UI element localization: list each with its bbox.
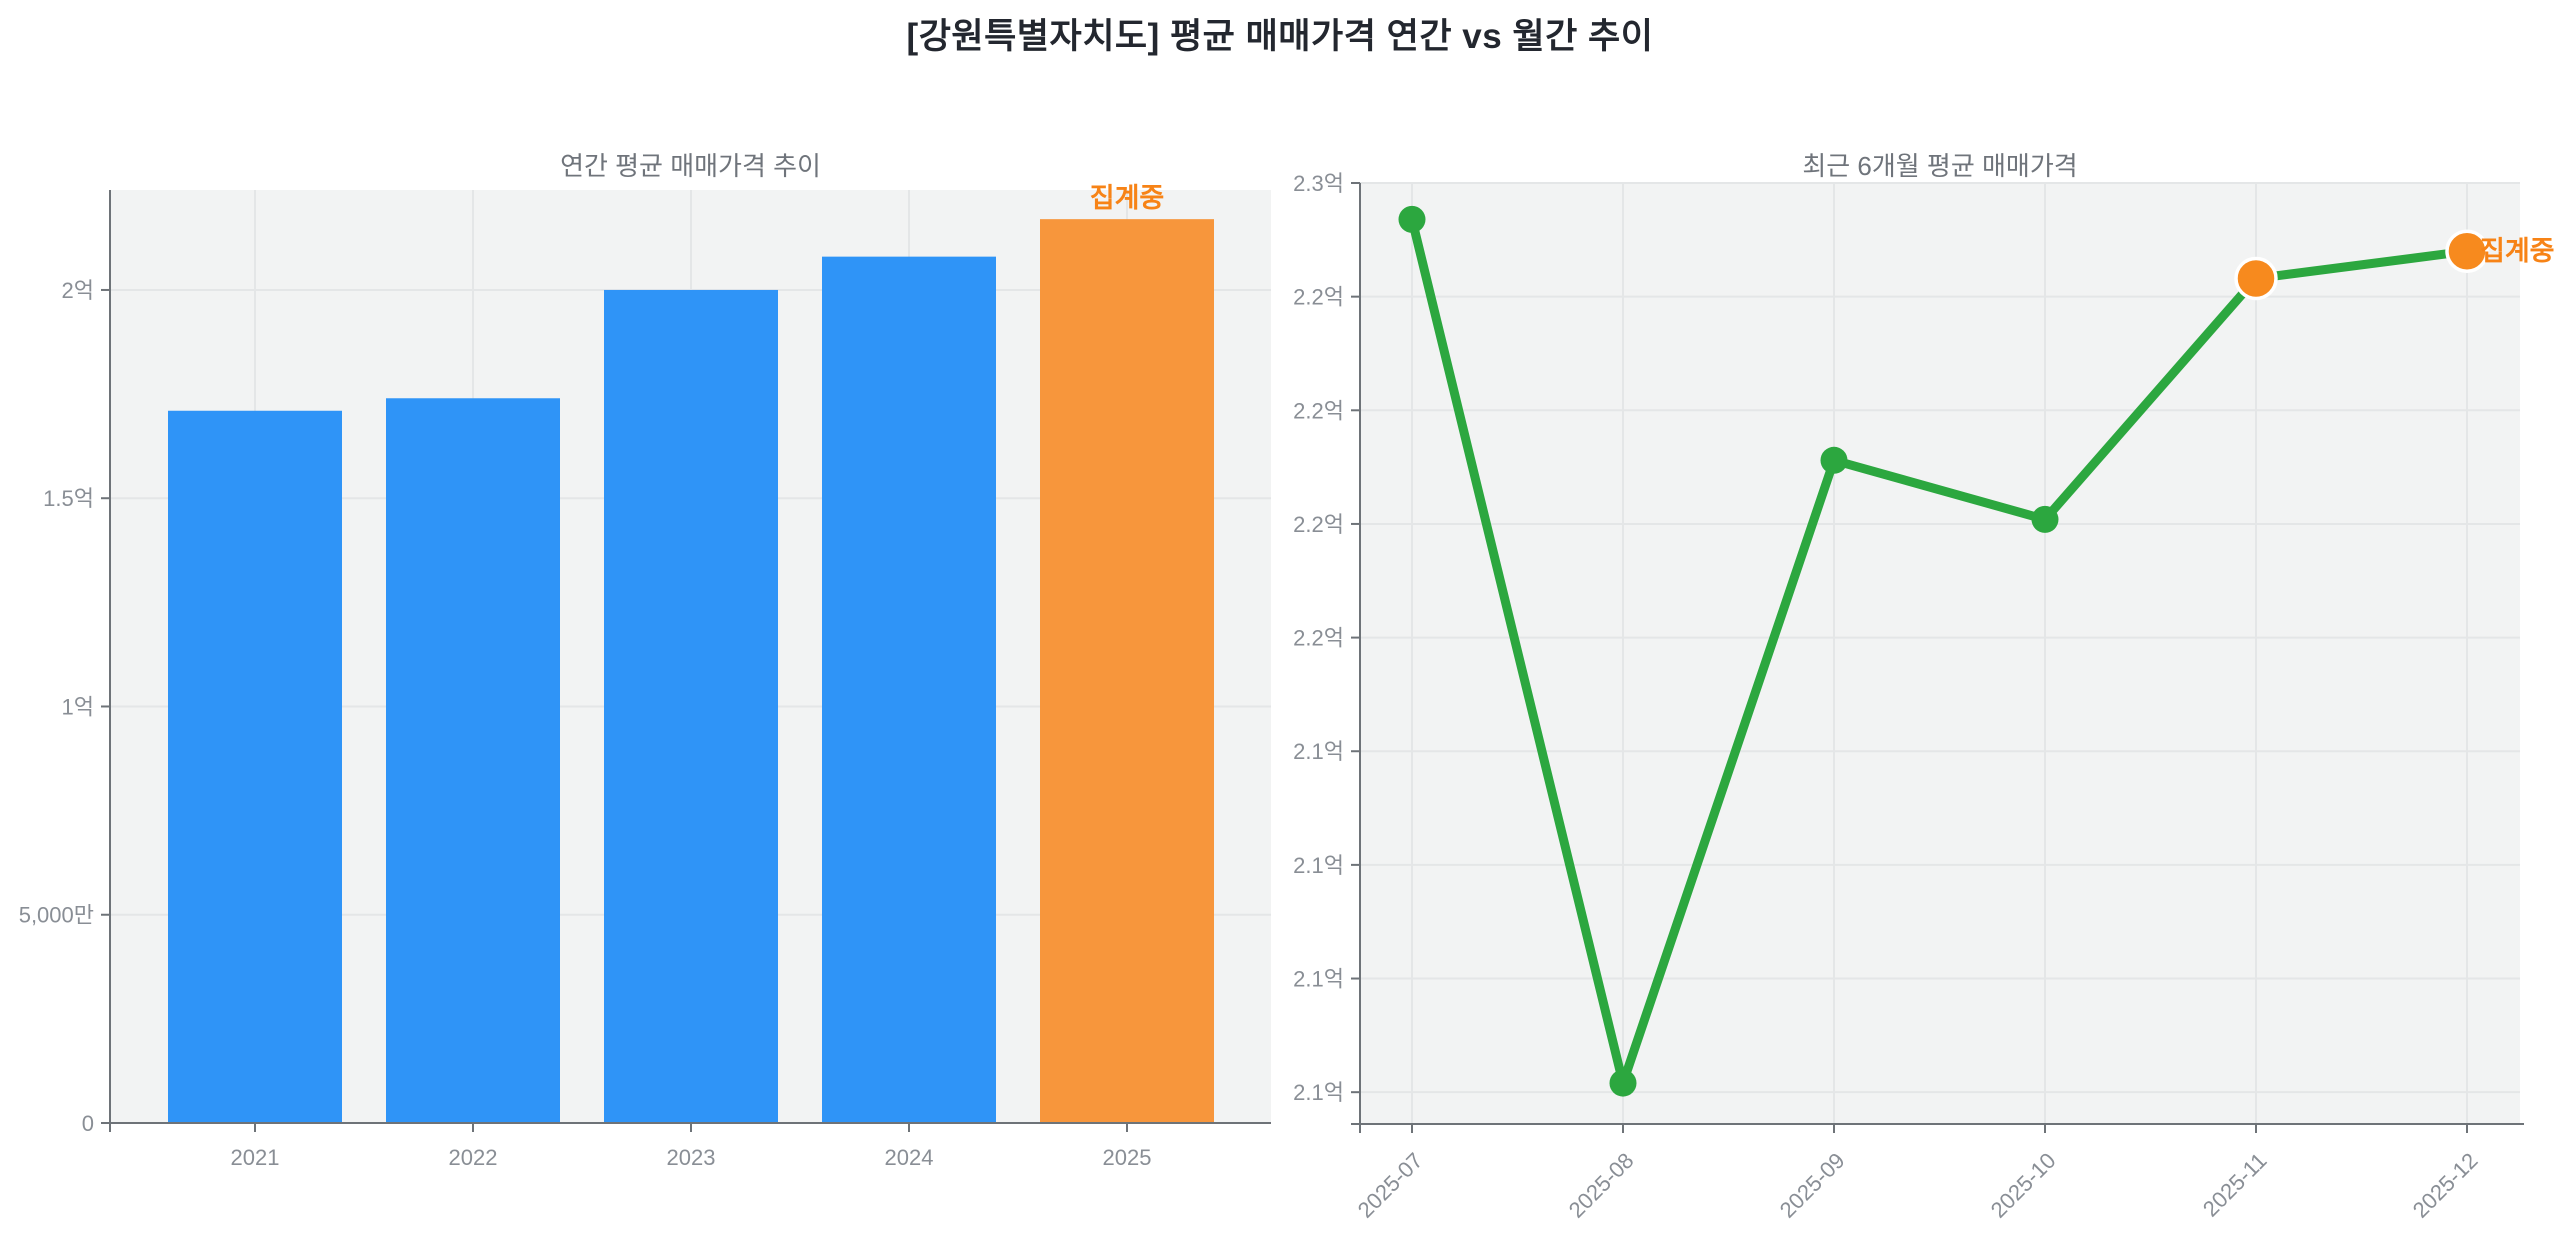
monthly-chart-title: 최근 6개월 평균 매매가격: [1802, 151, 2078, 181]
point-2025-12: [2445, 229, 2489, 273]
annual-bar-2022: [386, 398, 560, 1124]
annual-bar-2024: [822, 256, 996, 1124]
x-tick-label: 2022: [449, 1145, 498, 1170]
y-tick-label: 2.2억: [1293, 626, 1344, 651]
x-tick-label: 2025-10: [1986, 1148, 2061, 1223]
y-tick-label: 1억: [62, 694, 94, 719]
y-tick-label: 2.1억: [1293, 853, 1344, 878]
page-title: [강원특별자치도] 평균 매매가격 연간 vs 월간 추이: [906, 17, 1654, 56]
plot-area: [1360, 183, 2520, 1124]
price-line: [1407, 214, 2472, 1088]
y-tick-label: 2.2억: [1293, 285, 1344, 310]
x-tick-label: 2025-09: [1775, 1148, 1850, 1223]
annual-bar-2021: [168, 410, 342, 1123]
y-tick-label: 0: [82, 1111, 94, 1136]
x-tick-label: 2023: [667, 1145, 716, 1170]
y-tick-label: 1.5억: [43, 486, 94, 511]
point-2025-09: [1820, 446, 1848, 474]
annual-bar-2023: [604, 289, 778, 1123]
y-tick-label: 2.1억: [1293, 1080, 1344, 1105]
y-tick-label: 2.2억: [1293, 512, 1344, 537]
x-tick-label: 2025-07: [1353, 1148, 1428, 1223]
y-tick-label: 2.1억: [1293, 967, 1344, 992]
point-2025-10: [2031, 505, 2059, 533]
y-tick-label: 5,000만: [19, 903, 94, 928]
x-tick-label: 2025-12: [2408, 1148, 2483, 1223]
annual-annotation-label: 집계중: [1090, 183, 1165, 213]
y-tick-label: 2.3억: [1293, 171, 1344, 196]
x-tick-label: 2025-08: [1564, 1148, 1639, 1223]
point-2025-11: [2234, 256, 2278, 301]
x-tick-label: 2025: [1103, 1145, 1152, 1170]
annual-bar-2025: [1040, 219, 1214, 1123]
y-tick-label: 2.1억: [1293, 739, 1344, 764]
x-tick-label: 2024: [885, 1145, 934, 1170]
x-tick-label: 2021: [231, 1145, 280, 1170]
y-tick-label: 2억: [62, 278, 94, 303]
y-tick-label: 2.2억: [1293, 398, 1344, 423]
monthly-annotation-label: 집계중: [2480, 236, 2555, 266]
point-2025-08: [1609, 1069, 1637, 1097]
monthly-chart-plot: 2.3억 2.2억 2.2억 2.2억 2.2억 2.1억 2.1억 2.1억 2.1억 2025…: [1293, 171, 2555, 1223]
x-tick-label: 2025-11: [2198, 1148, 2272, 1222]
point-2025-07: [1398, 205, 1426, 233]
annual-chart-title: 연간 평균 매매가격 추이: [560, 151, 821, 181]
annual-chart-plot: 0 5,000만 1억 1.5억 2억 2021 2022 2023 2024 2025 집계중: [19, 183, 1271, 1170]
